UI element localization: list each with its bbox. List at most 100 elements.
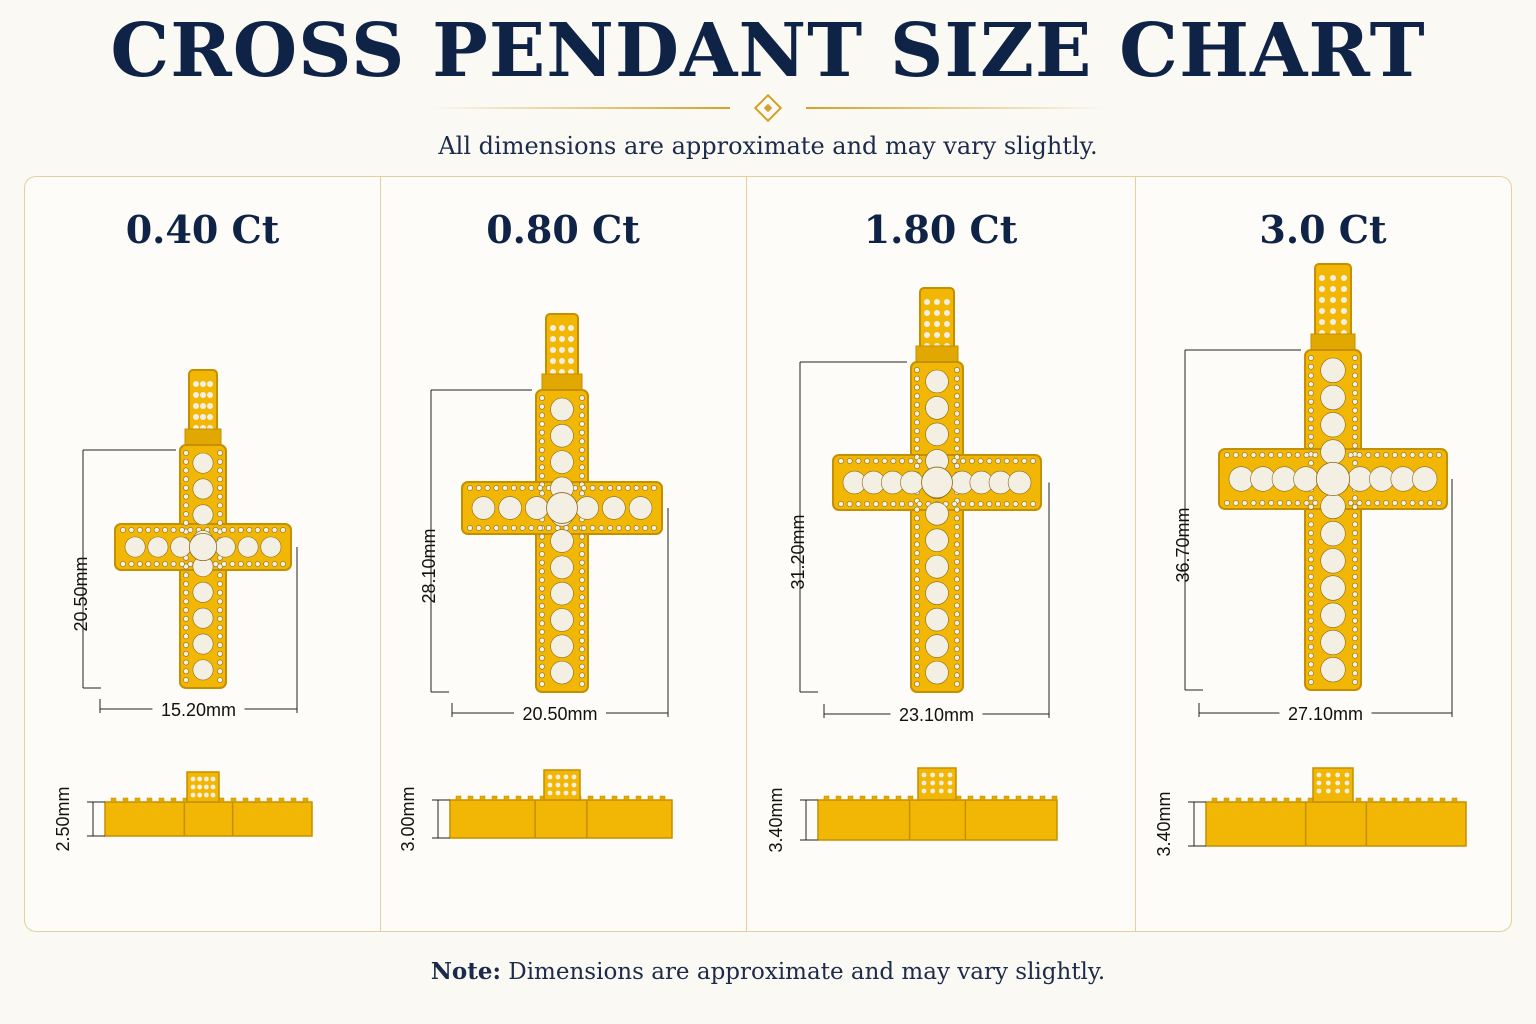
thickness-dimension	[1188, 801, 1206, 847]
pave-stone	[550, 555, 574, 580]
pave-stone	[579, 681, 585, 687]
bail-stone	[1335, 780, 1341, 786]
pave-stone	[183, 598, 189, 605]
pave-stone	[170, 536, 192, 558]
pave-stone	[1308, 503, 1314, 510]
pave-stone	[1352, 372, 1358, 379]
prong	[871, 795, 878, 801]
bail-stone	[563, 774, 569, 780]
pave-stone	[1224, 500, 1230, 506]
pave-stone	[954, 654, 960, 661]
pave-stone	[1352, 416, 1358, 423]
cross-vertical-bar	[910, 361, 964, 693]
cross-vertical-bar	[1304, 349, 1362, 691]
pave-stone	[539, 533, 545, 540]
prong	[1415, 797, 1422, 803]
pave-stone	[575, 496, 599, 520]
pave-stone	[1320, 657, 1346, 683]
pave-stone	[539, 455, 545, 462]
bail-stone	[1330, 275, 1336, 281]
height-label: 20.50mm	[71, 556, 91, 631]
pave-stone	[183, 589, 189, 596]
pave-stone	[864, 501, 871, 507]
pave-stone	[493, 525, 500, 531]
bail-stone	[193, 381, 199, 387]
pave-stone	[1308, 617, 1314, 624]
pave-stone	[183, 581, 189, 587]
pave-stone	[1294, 452, 1301, 458]
pave-stone	[263, 561, 270, 567]
side-view	[104, 771, 313, 837]
pave-stone	[550, 608, 574, 632]
pave-stone	[1308, 521, 1314, 528]
prong	[1367, 797, 1374, 803]
pave-stone	[192, 633, 214, 655]
bail-stone	[559, 325, 565, 331]
prong	[1039, 795, 1046, 801]
pave-stone	[954, 393, 960, 400]
bail-stone	[568, 347, 574, 353]
pave-stone	[280, 527, 286, 533]
bail-stone	[1344, 788, 1350, 794]
bail-stone	[571, 790, 577, 796]
width-dimension	[451, 508, 669, 717]
pave-stone	[539, 611, 545, 618]
pave-stone	[183, 677, 189, 683]
pave-stone	[579, 559, 585, 566]
pave-stone	[642, 485, 649, 491]
pave-stone	[212, 527, 219, 533]
bail-stone	[547, 774, 553, 780]
pave-stone	[539, 629, 545, 635]
pave-stone	[954, 663, 960, 670]
pave-stone	[1352, 381, 1358, 388]
side-view	[1205, 767, 1467, 847]
bail-stone	[200, 392, 206, 398]
pave-stone	[136, 561, 143, 567]
pave-stone	[1436, 500, 1442, 506]
pave-stone	[954, 585, 960, 591]
pave-stone	[1308, 512, 1314, 519]
width-dimension	[823, 482, 1050, 718]
bail-stone	[930, 780, 936, 786]
pave-stone	[616, 485, 622, 491]
pave-stone	[633, 525, 640, 531]
pave-stone	[1352, 661, 1358, 668]
pave-stone	[579, 455, 585, 462]
pave-stone	[925, 554, 949, 579]
pave-stone	[217, 476, 223, 483]
pave-stone	[539, 577, 545, 583]
pave-stone	[954, 646, 960, 653]
pave-stone	[539, 421, 545, 427]
pave-stone	[1412, 466, 1438, 492]
pave-stone	[986, 458, 993, 464]
pave-stone	[1365, 500, 1372, 506]
pave-stone	[237, 536, 259, 558]
pave-stone	[1308, 530, 1314, 537]
bail-stone	[944, 332, 950, 338]
pave-stone	[598, 525, 605, 531]
pave-stone	[162, 527, 169, 533]
pave-stone	[1308, 381, 1314, 388]
pave-stone	[1352, 617, 1358, 624]
prong	[611, 795, 618, 801]
pave-stone	[914, 620, 920, 626]
page-title: CROSS PENDANT SIZE CHART	[110, 8, 1426, 94]
pave-stone	[183, 650, 189, 657]
pave-stone	[1409, 500, 1416, 506]
pave-stone	[1241, 500, 1248, 506]
pave-stone	[1352, 363, 1358, 370]
pave-stone	[467, 525, 473, 531]
pave-stone	[916, 458, 923, 464]
pave-stone	[217, 677, 223, 683]
bail-stone	[934, 332, 940, 338]
prong	[527, 795, 534, 801]
pave-stone	[642, 525, 649, 531]
pave-stone	[254, 527, 261, 533]
pave-stone	[229, 527, 236, 533]
pave-stone	[1352, 512, 1358, 519]
pave-stone	[616, 525, 622, 531]
pave-stone	[925, 396, 949, 420]
pave-stone	[1352, 609, 1358, 615]
bail-stone	[1341, 275, 1347, 281]
pave-stone	[537, 525, 543, 531]
